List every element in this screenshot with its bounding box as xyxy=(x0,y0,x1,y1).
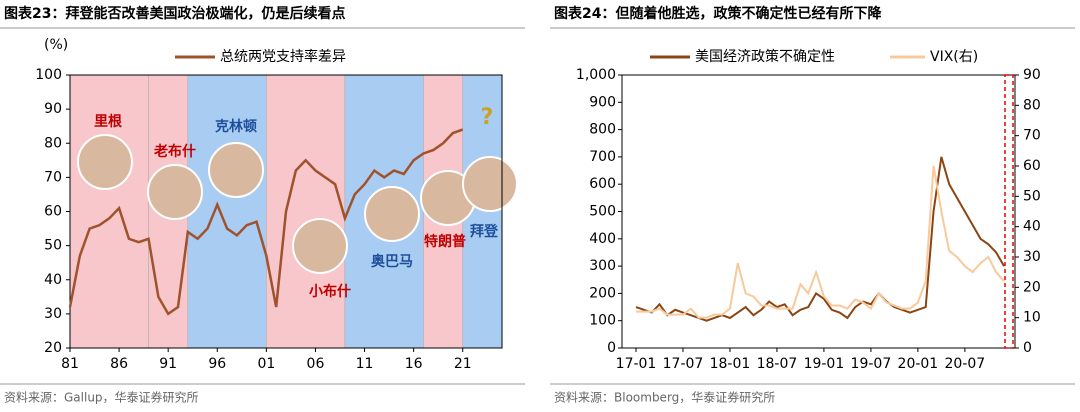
x-tick-label: 20-01 xyxy=(898,356,939,372)
y2-tick-label: 50 xyxy=(1023,188,1041,204)
y-tick-label: 50 xyxy=(44,238,62,254)
portrait xyxy=(292,218,348,274)
legend-label: 总统两党支持率差异 xyxy=(220,48,346,65)
source: 资料来源：Bloomberg，华泰证券研究所 xyxy=(554,390,775,405)
y-tick-label: 1,000 xyxy=(576,67,616,83)
x-tick-label: 96 xyxy=(208,356,226,372)
y-tick-label: 70 xyxy=(44,169,62,185)
portrait xyxy=(77,134,133,190)
president-label: 克林顿 xyxy=(215,118,257,135)
y-tick-label: 0 xyxy=(607,340,616,356)
x-tick-label: 17-07 xyxy=(663,356,704,372)
president-label: 特朗普 xyxy=(424,233,466,250)
x-tick-label: 16 xyxy=(405,356,423,372)
x-tick-label: 19-07 xyxy=(851,356,892,372)
x-tick-label: 18-07 xyxy=(757,356,798,372)
y2-tick-label: 60 xyxy=(1023,158,1041,174)
y-tick-label: 800 xyxy=(589,122,616,138)
x-tick-label: 20-07 xyxy=(945,356,986,372)
portrait xyxy=(208,142,264,198)
y-tick-label: 400 xyxy=(589,231,616,247)
y-tick-label: 500 xyxy=(589,204,616,220)
x-tick-label: 11 xyxy=(356,356,374,372)
president-label: 老布什 xyxy=(154,143,196,160)
x-tick-label: 91 xyxy=(159,356,177,372)
y-tick-label: 40 xyxy=(44,272,62,288)
x-tick-label: 18-01 xyxy=(710,356,751,372)
president-label: 奥巴马 xyxy=(371,253,413,270)
x-tick-label: 86 xyxy=(110,356,128,372)
portrait xyxy=(462,156,518,212)
x-tick-label: 06 xyxy=(307,356,325,372)
president-label: 小布什 xyxy=(309,283,351,300)
y-tick-label: 80 xyxy=(44,135,62,151)
legend-label: VIX(右) xyxy=(930,49,978,65)
y-tick-label: 300 xyxy=(589,258,616,274)
x-tick-label: 21 xyxy=(454,356,472,372)
y2-tick-label: 10 xyxy=(1023,310,1041,326)
y2-tick-label: 20 xyxy=(1023,279,1041,295)
y2-tick-label: 80 xyxy=(1023,97,1041,113)
annotation: ? xyxy=(481,105,494,130)
chart-title: 图表23：拜登能否改善美国政治极端化，仍是后续看点 xyxy=(4,5,345,22)
line xyxy=(68,128,464,316)
y2-tick-label: 0 xyxy=(1023,340,1032,356)
y-tick-label: 90 xyxy=(44,101,62,117)
y-tick-label: 100 xyxy=(589,313,616,329)
y-tick-label: 600 xyxy=(589,176,616,192)
y-tick-label: 900 xyxy=(589,94,616,110)
portrait xyxy=(147,164,203,220)
period xyxy=(187,74,267,349)
y-tick-label: 100 xyxy=(35,67,62,83)
y2-tick-label: 40 xyxy=(1023,219,1041,235)
x-tick-label: 19-01 xyxy=(804,356,845,372)
president-label: 拜登 xyxy=(470,223,499,240)
y-tick-label: 20 xyxy=(44,340,62,356)
legend-label: 美国经济政策不确定性 xyxy=(695,48,835,65)
chart-title: 图表24：但随着他胜选，政策不确定性已经有所下降 xyxy=(554,5,882,22)
plot-frame xyxy=(621,74,1016,349)
y2-tick-label: 30 xyxy=(1023,249,1041,265)
x-tick-label: 17-01 xyxy=(616,356,657,372)
x-tick-label: 01 xyxy=(257,356,275,372)
source: 资料来源：Gallup，华泰证券研究所 xyxy=(4,390,199,405)
line xyxy=(635,156,1005,322)
y-axis-label: (%) xyxy=(44,37,68,53)
y2-tick-label: 70 xyxy=(1023,128,1041,144)
x-tick-label: 81 xyxy=(61,356,79,372)
y-tick-label: 30 xyxy=(44,306,62,322)
y-tick-label: 200 xyxy=(589,285,616,301)
president-label: 里根 xyxy=(94,113,123,130)
highlight-box xyxy=(1004,74,1014,349)
period xyxy=(266,74,346,349)
y-tick-label: 60 xyxy=(44,204,62,220)
y-tick-label: 700 xyxy=(589,149,616,165)
line xyxy=(636,165,1005,319)
y2-tick-label: 90 xyxy=(1023,67,1041,83)
portrait xyxy=(364,186,420,242)
period xyxy=(69,74,149,349)
